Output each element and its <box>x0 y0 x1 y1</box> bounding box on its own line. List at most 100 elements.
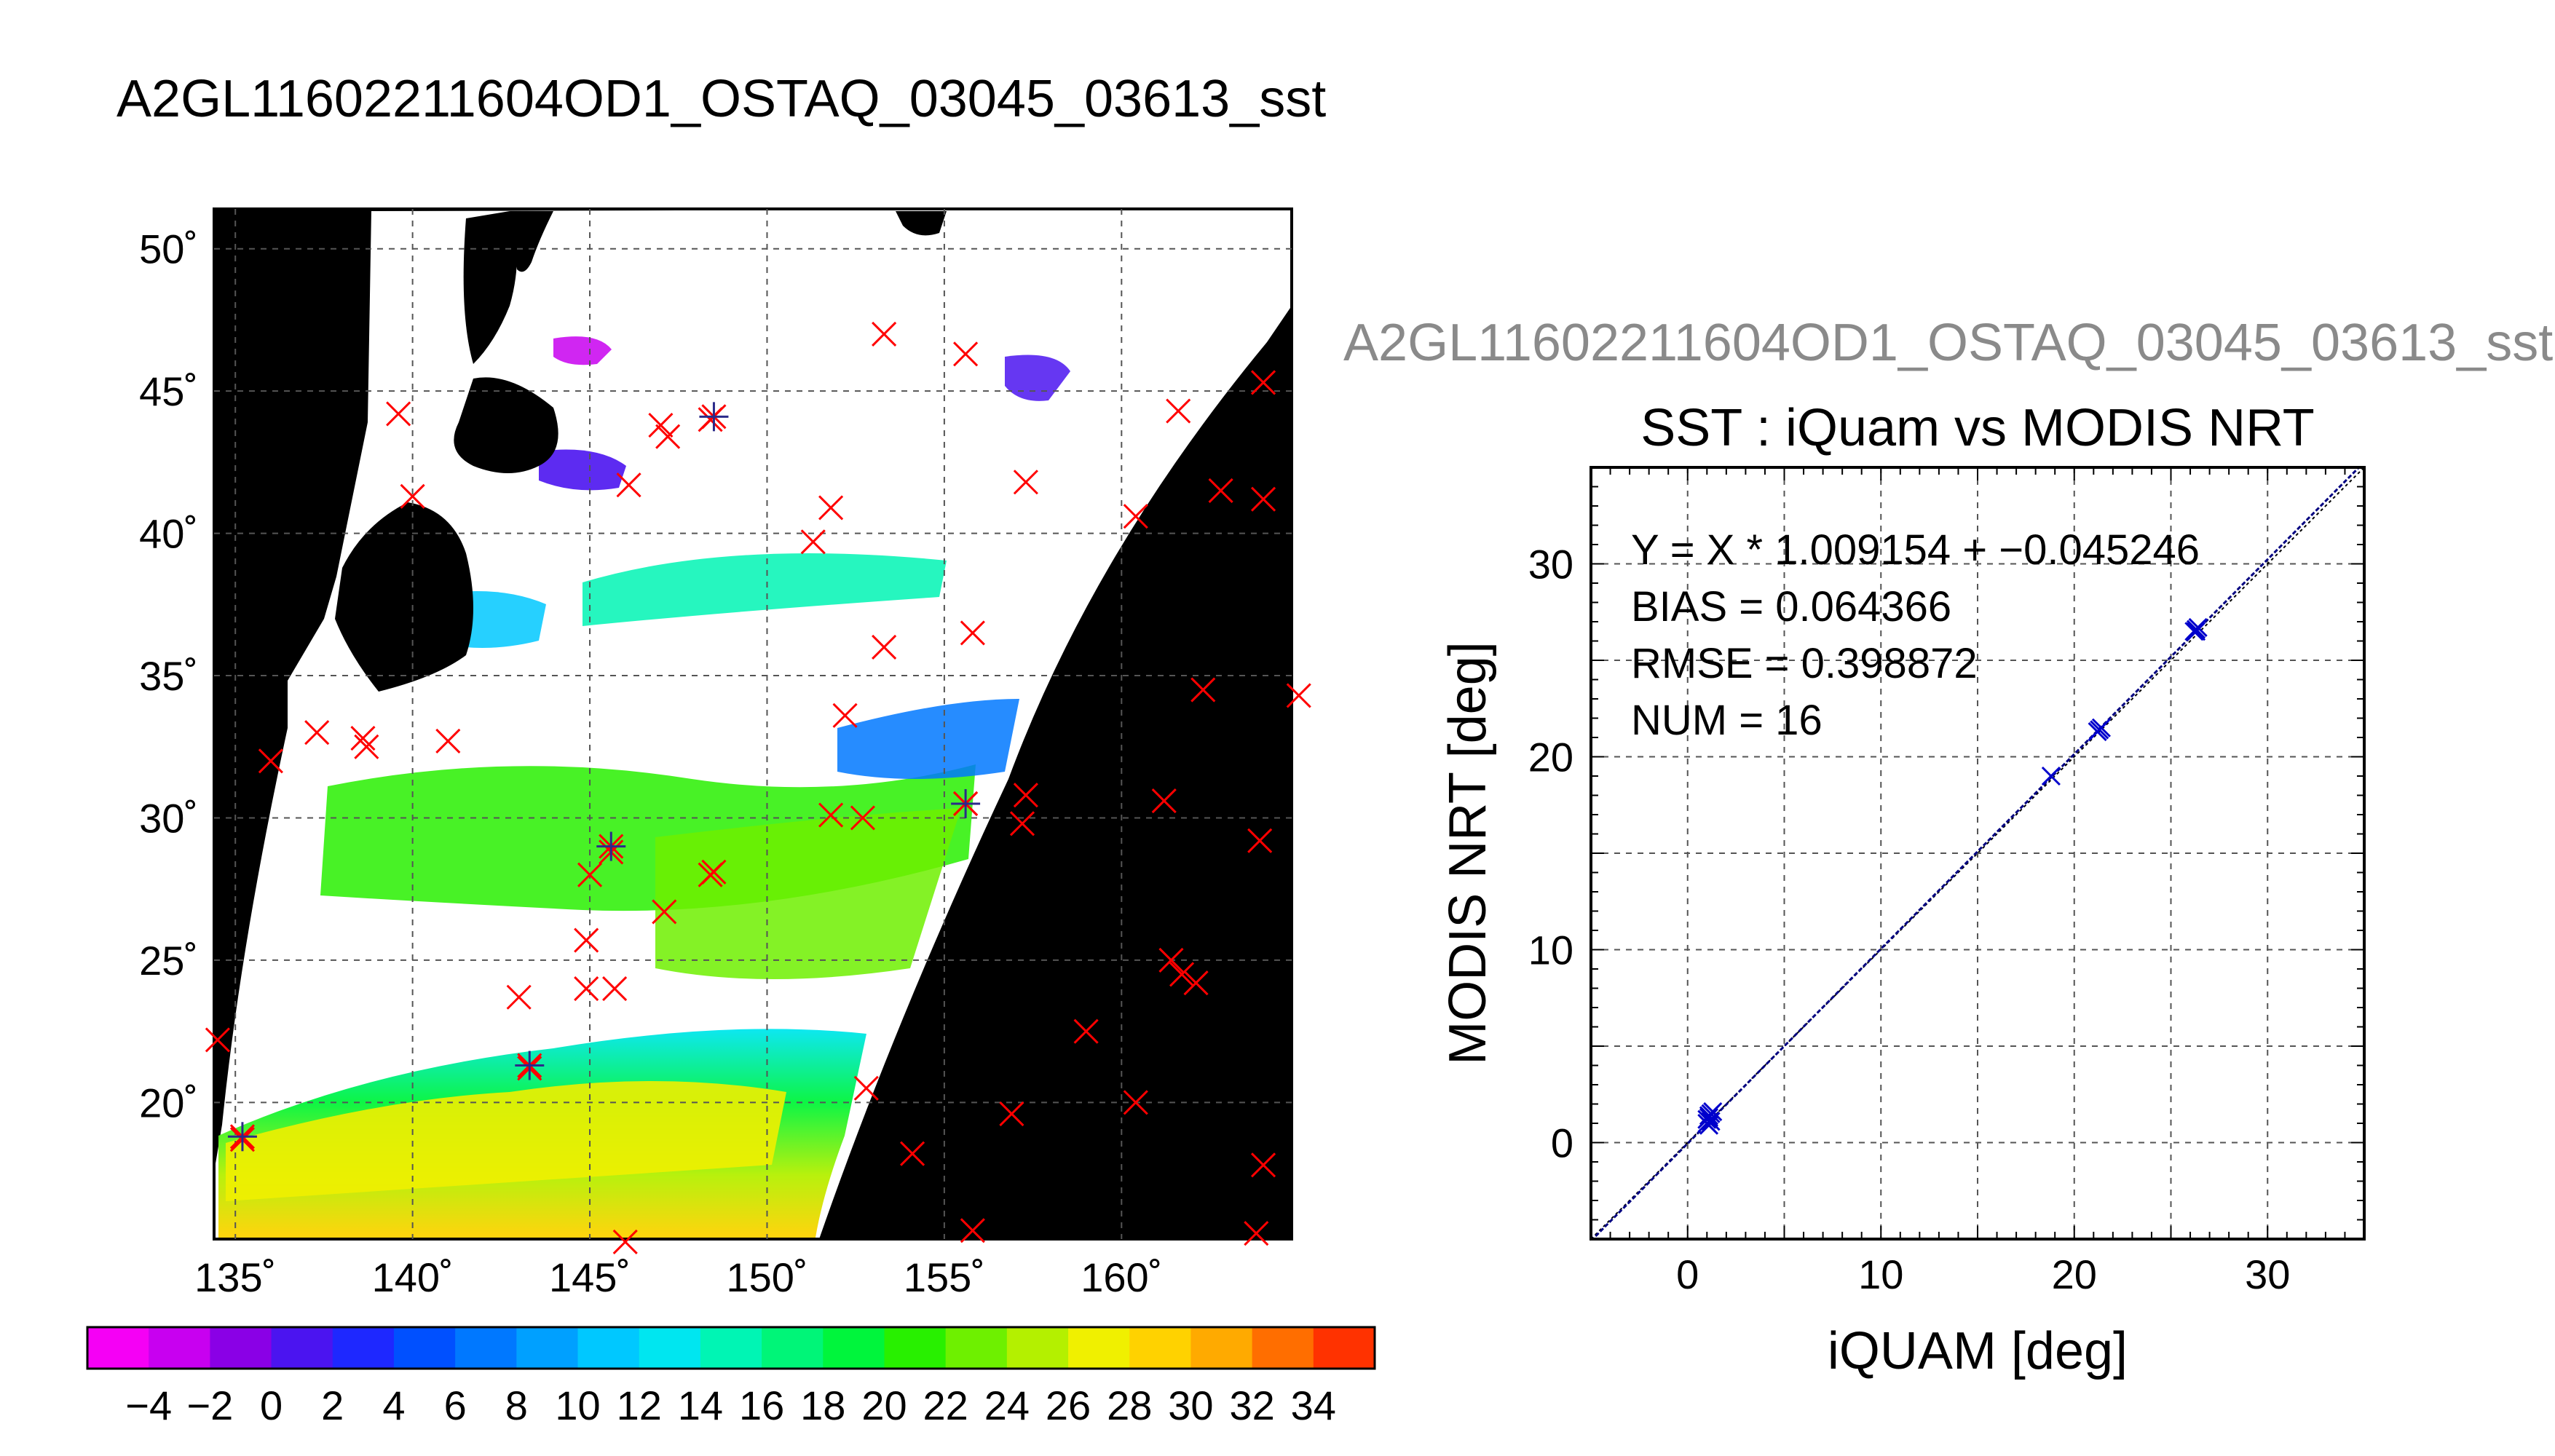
x-tick-label: 30 <box>2245 1251 2290 1297</box>
buoy-marker <box>1250 486 1276 512</box>
buoy-marker <box>900 1141 925 1166</box>
colorbar-frame <box>86 1326 1376 1370</box>
iquam-match-marker <box>699 402 729 432</box>
fit-statistics: Y = X * 1.009154 + −0.045246 BIAS = 0.06… <box>1631 526 2200 744</box>
colorbar-swatch <box>1252 1327 1314 1369</box>
fit-equation: Y = X * 1.009154 + −0.045246 <box>1631 526 2200 574</box>
buoy-marker <box>1013 470 1038 495</box>
scatter-ticks <box>1590 467 2365 1240</box>
buoy-marker <box>1073 1018 1099 1044</box>
buoy-marker <box>400 483 425 509</box>
buoy-marker <box>818 802 844 828</box>
latitude-label: 45˚ <box>139 368 198 414</box>
colorbar-label: 16 <box>739 1382 784 1428</box>
buoy-marker <box>1190 677 1216 703</box>
latitude-label: 25˚ <box>139 938 198 984</box>
buoy-marker <box>1250 370 1276 395</box>
buoy-marker <box>612 1229 638 1254</box>
scatter-header-title: A2GL11602211604OD1_OSTAQ_03045_03613_sst <box>1343 314 2554 372</box>
sst-patch-violet <box>553 336 612 365</box>
colorbar-label: 10 <box>555 1382 600 1428</box>
colorbar-swatch <box>823 1327 885 1369</box>
colorbar-swatch <box>1129 1327 1191 1369</box>
colorbar-label: 8 <box>505 1382 528 1428</box>
colorbar-label: 12 <box>617 1382 662 1428</box>
colorbar-swatch <box>455 1327 517 1369</box>
page-title: A2GL11602211604OD1_OSTAQ_03045_03613_sst <box>117 70 1327 128</box>
sst-patch-purple <box>539 449 626 491</box>
scatter-chart: SST : iQuam vs MODIS NRT 0 10 20 30 0 10 20 30… <box>1439 399 2366 1380</box>
map-markers <box>205 321 1311 1254</box>
buoy-marker <box>1169 962 1195 987</box>
longitude-label: 145˚ <box>549 1254 631 1300</box>
y-tick-label: 0 <box>1551 1120 1573 1166</box>
colorbar-label: −2 <box>186 1382 233 1428</box>
buoy-marker <box>953 341 979 367</box>
scatter-point <box>2188 617 2208 638</box>
map-gridlines <box>214 209 1292 1239</box>
buoy-marker <box>853 1075 879 1101</box>
land-asia <box>510 211 553 272</box>
buoy-marker <box>1244 1221 1269 1246</box>
buoy-marker <box>872 321 897 347</box>
buoy-marker <box>800 529 826 555</box>
colorbar-swatches <box>87 1327 1375 1369</box>
y-tick-label: 20 <box>1528 735 1573 780</box>
colorbar-swatch <box>1313 1327 1375 1369</box>
sst-patch-purple2 <box>1005 355 1070 401</box>
scatter-point <box>1697 1109 1717 1129</box>
buoy-marker <box>1166 398 1191 424</box>
buoy-marker <box>354 734 379 759</box>
buoy-marker <box>960 620 985 646</box>
latitude-label: 40˚ <box>139 511 198 557</box>
identity-line <box>1591 467 2364 1239</box>
longitude-label: 155˚ <box>904 1254 985 1300</box>
iquam-match-marker <box>515 1051 545 1080</box>
buoy-marker <box>648 413 674 438</box>
scatter-point <box>2041 766 2061 786</box>
buoy-marker <box>652 899 677 925</box>
latitude-label: 35˚ <box>139 653 198 699</box>
colorbar-label: 30 <box>1168 1382 1213 1428</box>
y-tick-labels: 0 10 20 30 <box>1528 542 1573 1166</box>
map-frame <box>213 207 1293 1241</box>
buoy-marker <box>574 927 599 953</box>
x-tick-label: 0 <box>1676 1251 1699 1297</box>
scatter-gridlines <box>1591 467 2364 1239</box>
buoy-marker <box>1013 783 1038 808</box>
land-kamchatka <box>896 211 947 236</box>
latitude-label: 30˚ <box>139 795 198 841</box>
y-tick-label: 30 <box>1528 542 1573 587</box>
scatter-point <box>2088 721 2107 742</box>
buoy-marker <box>1250 1152 1276 1178</box>
colorbar-swatch <box>1068 1327 1130 1369</box>
colorbar-label: −4 <box>125 1382 172 1428</box>
land-sakhalin <box>463 211 517 364</box>
colorbar-swatch <box>1006 1327 1069 1369</box>
colorbar-swatch <box>1190 1327 1253 1369</box>
scatter-point <box>1701 1112 1721 1131</box>
colorbar-swatch <box>393 1327 456 1369</box>
colorbar-swatch <box>516 1327 579 1369</box>
longitude-label: 135˚ <box>194 1254 276 1300</box>
buoy-marker <box>999 1101 1024 1127</box>
longitude-labels: 135˚ 140˚ 145˚ 150˚ 155˚ 160˚ <box>194 1254 1162 1300</box>
y-tick-label: 10 <box>1528 927 1573 973</box>
colorbar-label: 28 <box>1107 1382 1152 1428</box>
scatter-point <box>1699 1106 1719 1125</box>
rmse-value: RMSE = 0.398872 <box>1631 640 1978 687</box>
regression-fit-line <box>1591 467 2361 1239</box>
buoy-marker <box>1123 504 1148 529</box>
buoy-marker <box>386 401 411 427</box>
colorbar-label: 26 <box>1046 1382 1091 1428</box>
buoy-marker <box>1208 478 1233 504</box>
buoy-marker <box>701 859 727 885</box>
latitude-label: 50˚ <box>139 226 198 272</box>
colorbar-label: 0 <box>260 1382 283 1428</box>
iquam-match-marker <box>227 1122 257 1152</box>
colorbar-swatch <box>210 1327 272 1369</box>
colorbar-label: 6 <box>444 1382 467 1428</box>
colorbar-label: 20 <box>861 1382 907 1428</box>
sst-map: 50˚ 45˚ 40˚ 35˚ 30˚ 25˚ 20˚ 135˚ 140˚ 145˚ 150˚ 15… <box>139 207 1311 1300</box>
buoy-marker <box>1151 788 1177 814</box>
